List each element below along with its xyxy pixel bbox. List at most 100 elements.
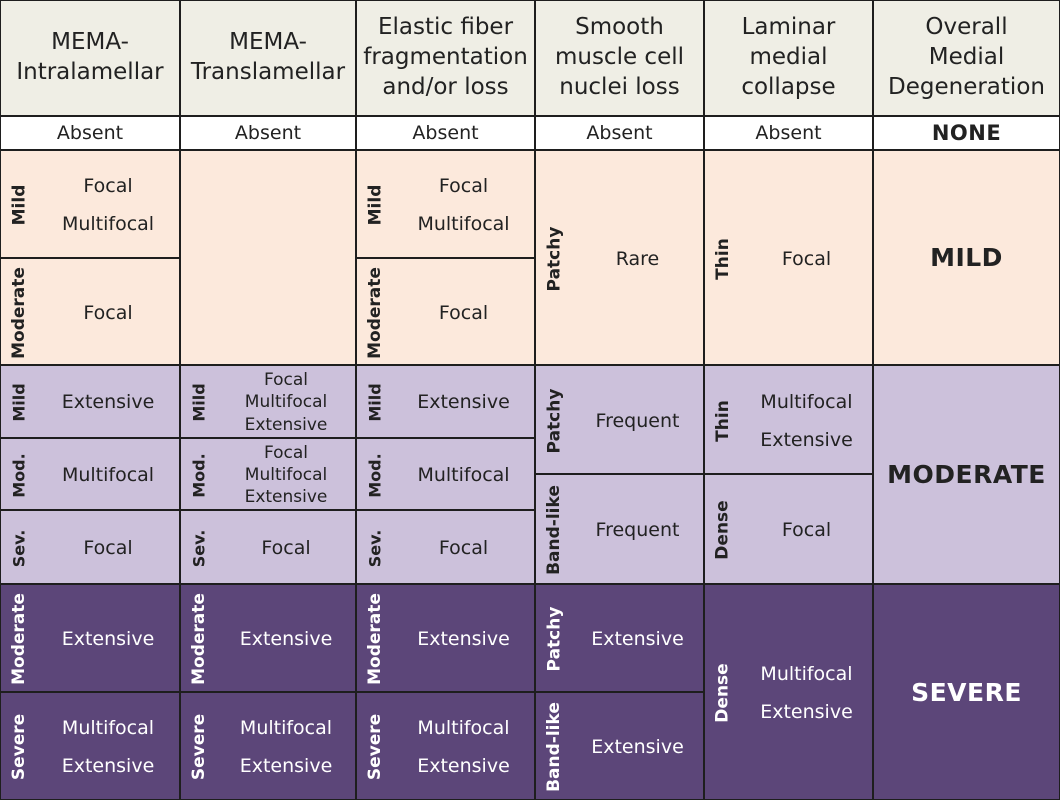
extent-label: Extensive [417,391,510,414]
intralamellar-mild-cell: Moderate Focal [0,258,180,365]
pattern-label: Band-like [544,702,565,792]
extent-label: Multifocal Extensive [239,717,333,777]
smooth-muscle-moderate-cell: Patchy Frequent [535,365,704,474]
grade-label: Sev. [189,529,209,567]
extent-label: Frequent [595,409,680,432]
elastic-fiber-mild-cell: Moderate Focal [356,258,535,365]
column-header: MEMA- Intralamellar [0,0,180,116]
extent-label: Extensive [61,628,155,650]
absent-cell: Absent [704,116,873,150]
grade-label: Mild [9,184,29,226]
absent-cell: Absent [535,116,704,150]
overall-moderate: MODERATE [873,365,1060,584]
extent-label: Focal [438,536,489,559]
translamellar-moderate-cell: Sev. Focal [180,510,356,584]
translamellar-moderate-cell: Mod. Focal Multifocal Extensive [180,438,356,510]
extent-label: Focal Multifocal [61,175,155,235]
pattern-label: Thin [713,399,734,442]
grade-label: Severe [189,713,209,781]
column-header: MEMA- Translamellar [180,0,356,116]
grade-label: Severe [9,713,29,781]
extent-label: Focal Multifocal Extensive [244,442,328,508]
extent-label: Frequent [595,519,680,541]
extent-label: Multifocal Extensive [760,390,853,451]
column-header: Overall Medial Degeneration [873,0,1060,116]
column-header: Laminar medial collapse [704,0,873,116]
intralamellar-moderate-cell: Mod. Multifocal [0,438,180,510]
elastic-fiber-moderate-cell: Mod. Multifocal [356,438,535,510]
pattern-label: Thin [713,237,734,280]
laminar-collapse-mild-cell: Thin Focal [704,150,873,365]
grade-label: Sev. [9,529,29,567]
intralamellar-moderate-cell: Sev. Focal [0,510,180,584]
extent-label: Focal [261,536,311,559]
extent-label: Extensive [61,391,155,414]
extent-label: Extensive [417,628,510,650]
smooth-muscle-mild-cell: Patchy Rare [535,150,704,365]
elastic-fiber-severe-cell: Moderate Extensive [356,584,535,692]
extent-label: Focal [83,301,133,324]
laminar-collapse-moderate-cell: Dense Focal [704,474,873,584]
extent-label: Focal [781,247,832,270]
intralamellar-severe-cell: Severe Multifocal Extensive [0,692,180,800]
extent-label: Extensive [591,628,684,650]
laminar-collapse-severe-cell: Dense Multifocal Extensive [704,584,873,800]
laminar-collapse-moderate-cell: Thin Multifocal Extensive [704,365,873,474]
intralamellar-moderate-cell: Mild Extensive [0,365,180,438]
grade-label: Moderate [189,593,209,685]
extent-label: Focal [438,301,489,324]
pattern-label: Patchy [544,606,564,672]
smooth-muscle-moderate-cell: Band-like Frequent [535,474,704,584]
elastic-fiber-severe-cell: Severe Multifocal Extensive [356,692,535,800]
absent-cell: Absent [0,116,180,150]
grade-label: Mild [9,383,29,422]
translamellar-moderate-cell: Mild Focal Multifocal Extensive [180,365,356,438]
grade-label: Mild [189,383,209,422]
intralamellar-severe-cell: Moderate Extensive [0,584,180,692]
column-header: Smooth muscle cell nuclei loss [535,0,704,116]
pattern-label: Band-like [544,485,565,575]
elastic-fiber-moderate-cell: Sev. Focal [356,510,535,584]
grade-label: Mod. [9,452,29,498]
grade-label: Mod. [189,452,209,498]
pattern-label: Patchy [544,226,564,291]
grade-label: Mild [365,184,385,226]
extent-label: Focal [83,536,133,559]
column-header: Elastic fiber fragmentation and/or loss [356,0,535,116]
grade-label: Severe [365,713,385,781]
absent-cell: Absent [356,116,535,150]
grade-label: Sev. [365,529,385,567]
grade-label: Mod. [365,452,385,498]
extent-label: Extensive [591,736,684,758]
grade-label: Moderate [9,593,29,685]
grade-label: Moderate [365,593,385,685]
extent-label: Multifocal Extensive [417,717,510,777]
overall-none: NONE [873,116,1060,150]
pattern-label: Patchy [544,388,564,453]
extent-label: Focal Multifocal Extensive [244,370,328,435]
grade-label: Mild [365,383,385,422]
translamellar-empty-cell [180,150,356,365]
extent-label: Rare [615,247,660,270]
pattern-label: Dense [713,663,733,723]
elastic-fiber-moderate-cell: Mild Extensive [356,365,535,438]
intralamellar-mild-cell: Mild Focal Multifocal [0,150,180,258]
elastic-fiber-mild-cell: Mild Focal Multifocal [356,150,535,258]
overall-severe: SEVERE [873,584,1060,800]
extent-label: Multifocal Extensive [61,717,155,777]
grade-label: Moderate [365,266,385,359]
translamellar-severe-cell: Moderate Extensive [180,584,356,692]
absent-cell: Absent [180,116,356,150]
smooth-muscle-severe-cell: Band-like Extensive [535,692,704,800]
grade-label: Moderate [9,266,29,359]
smooth-muscle-severe-cell: Patchy Extensive [535,584,704,692]
extent-label: Multifocal [417,463,510,486]
extent-label: Focal [781,519,832,541]
extent-label: Multifocal [61,463,155,486]
pattern-label: Dense [713,500,733,560]
extent-label: Multifocal Extensive [760,663,853,723]
overall-mild: MILD [873,150,1060,365]
translamellar-severe-cell: Severe Multifocal Extensive [180,692,356,800]
extent-label: Extensive [239,628,333,650]
